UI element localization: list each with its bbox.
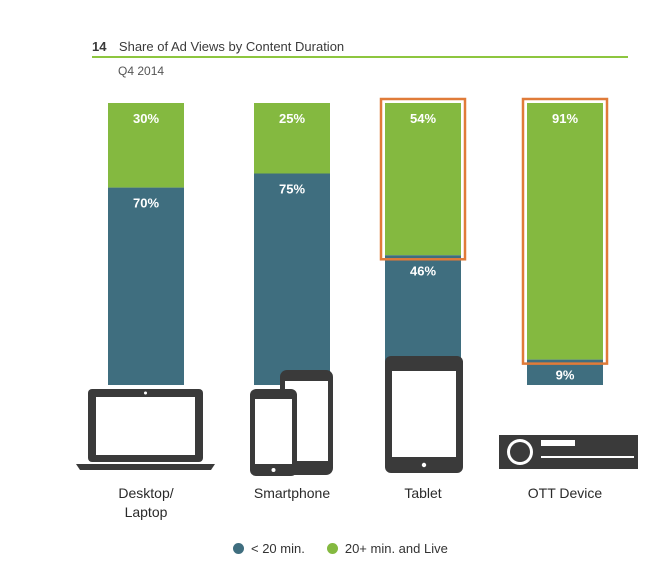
bar-short-smartphone bbox=[254, 173, 330, 385]
bar-long-smartphone bbox=[254, 103, 330, 174]
data-label-long-smartphone: 25% bbox=[279, 111, 305, 126]
laptop-icon bbox=[76, 389, 215, 470]
data-label-short-smartphone: 75% bbox=[279, 182, 305, 197]
legend: < 20 min. 20+ min. and Live bbox=[233, 541, 448, 556]
legend-item-long: 20+ min. and Live bbox=[326, 541, 448, 556]
highlight-box-ott-device bbox=[521, 97, 609, 365]
legend-label-long: 20+ min. and Live bbox=[344, 541, 448, 556]
bar-short-desktop-laptop bbox=[108, 187, 184, 385]
figure-number: 14 bbox=[92, 39, 107, 54]
data-label-short-tablet: 46% bbox=[410, 263, 436, 278]
legend-swatch-long bbox=[326, 543, 338, 554]
legend-item-short: < 20 min. bbox=[233, 541, 305, 556]
legend-label-short: < 20 min. bbox=[251, 541, 305, 556]
category-label-ott-device: OTT Device bbox=[527, 485, 603, 501]
figure-header: 14 Share of Ad Views by Content Duration bbox=[92, 38, 628, 56]
legend-swatch-short bbox=[233, 543, 244, 554]
chart-title: Share of Ad Views by Content Duration bbox=[118, 39, 345, 54]
category-label-smartphone: Smartphone bbox=[253, 485, 331, 501]
bar-long-desktop-laptop bbox=[108, 103, 184, 188]
ott-box-icon bbox=[499, 435, 638, 469]
data-label-short-desktop-laptop: 70% bbox=[133, 196, 159, 211]
chart-subtitle: Q4 2014 bbox=[118, 64, 165, 78]
bar-long-tablet bbox=[385, 103, 461, 256]
data-label-long-ott-device: 91% bbox=[552, 111, 578, 126]
title-rule bbox=[92, 56, 628, 58]
data-label-long-desktop-laptop: 30% bbox=[133, 111, 159, 126]
bar-long-ott-device bbox=[527, 103, 603, 360]
tablet-icon bbox=[385, 356, 463, 473]
smartphone-icon bbox=[250, 370, 333, 476]
highlight-box-tablet bbox=[379, 97, 467, 261]
data-label-short-ott-device: 9% bbox=[556, 368, 575, 383]
data-label-long-tablet: 54% bbox=[410, 111, 436, 126]
category-label-tablet: Tablet bbox=[404, 485, 442, 501]
category-label-desktop-laptop: Desktop/ Laptop bbox=[118, 485, 174, 520]
